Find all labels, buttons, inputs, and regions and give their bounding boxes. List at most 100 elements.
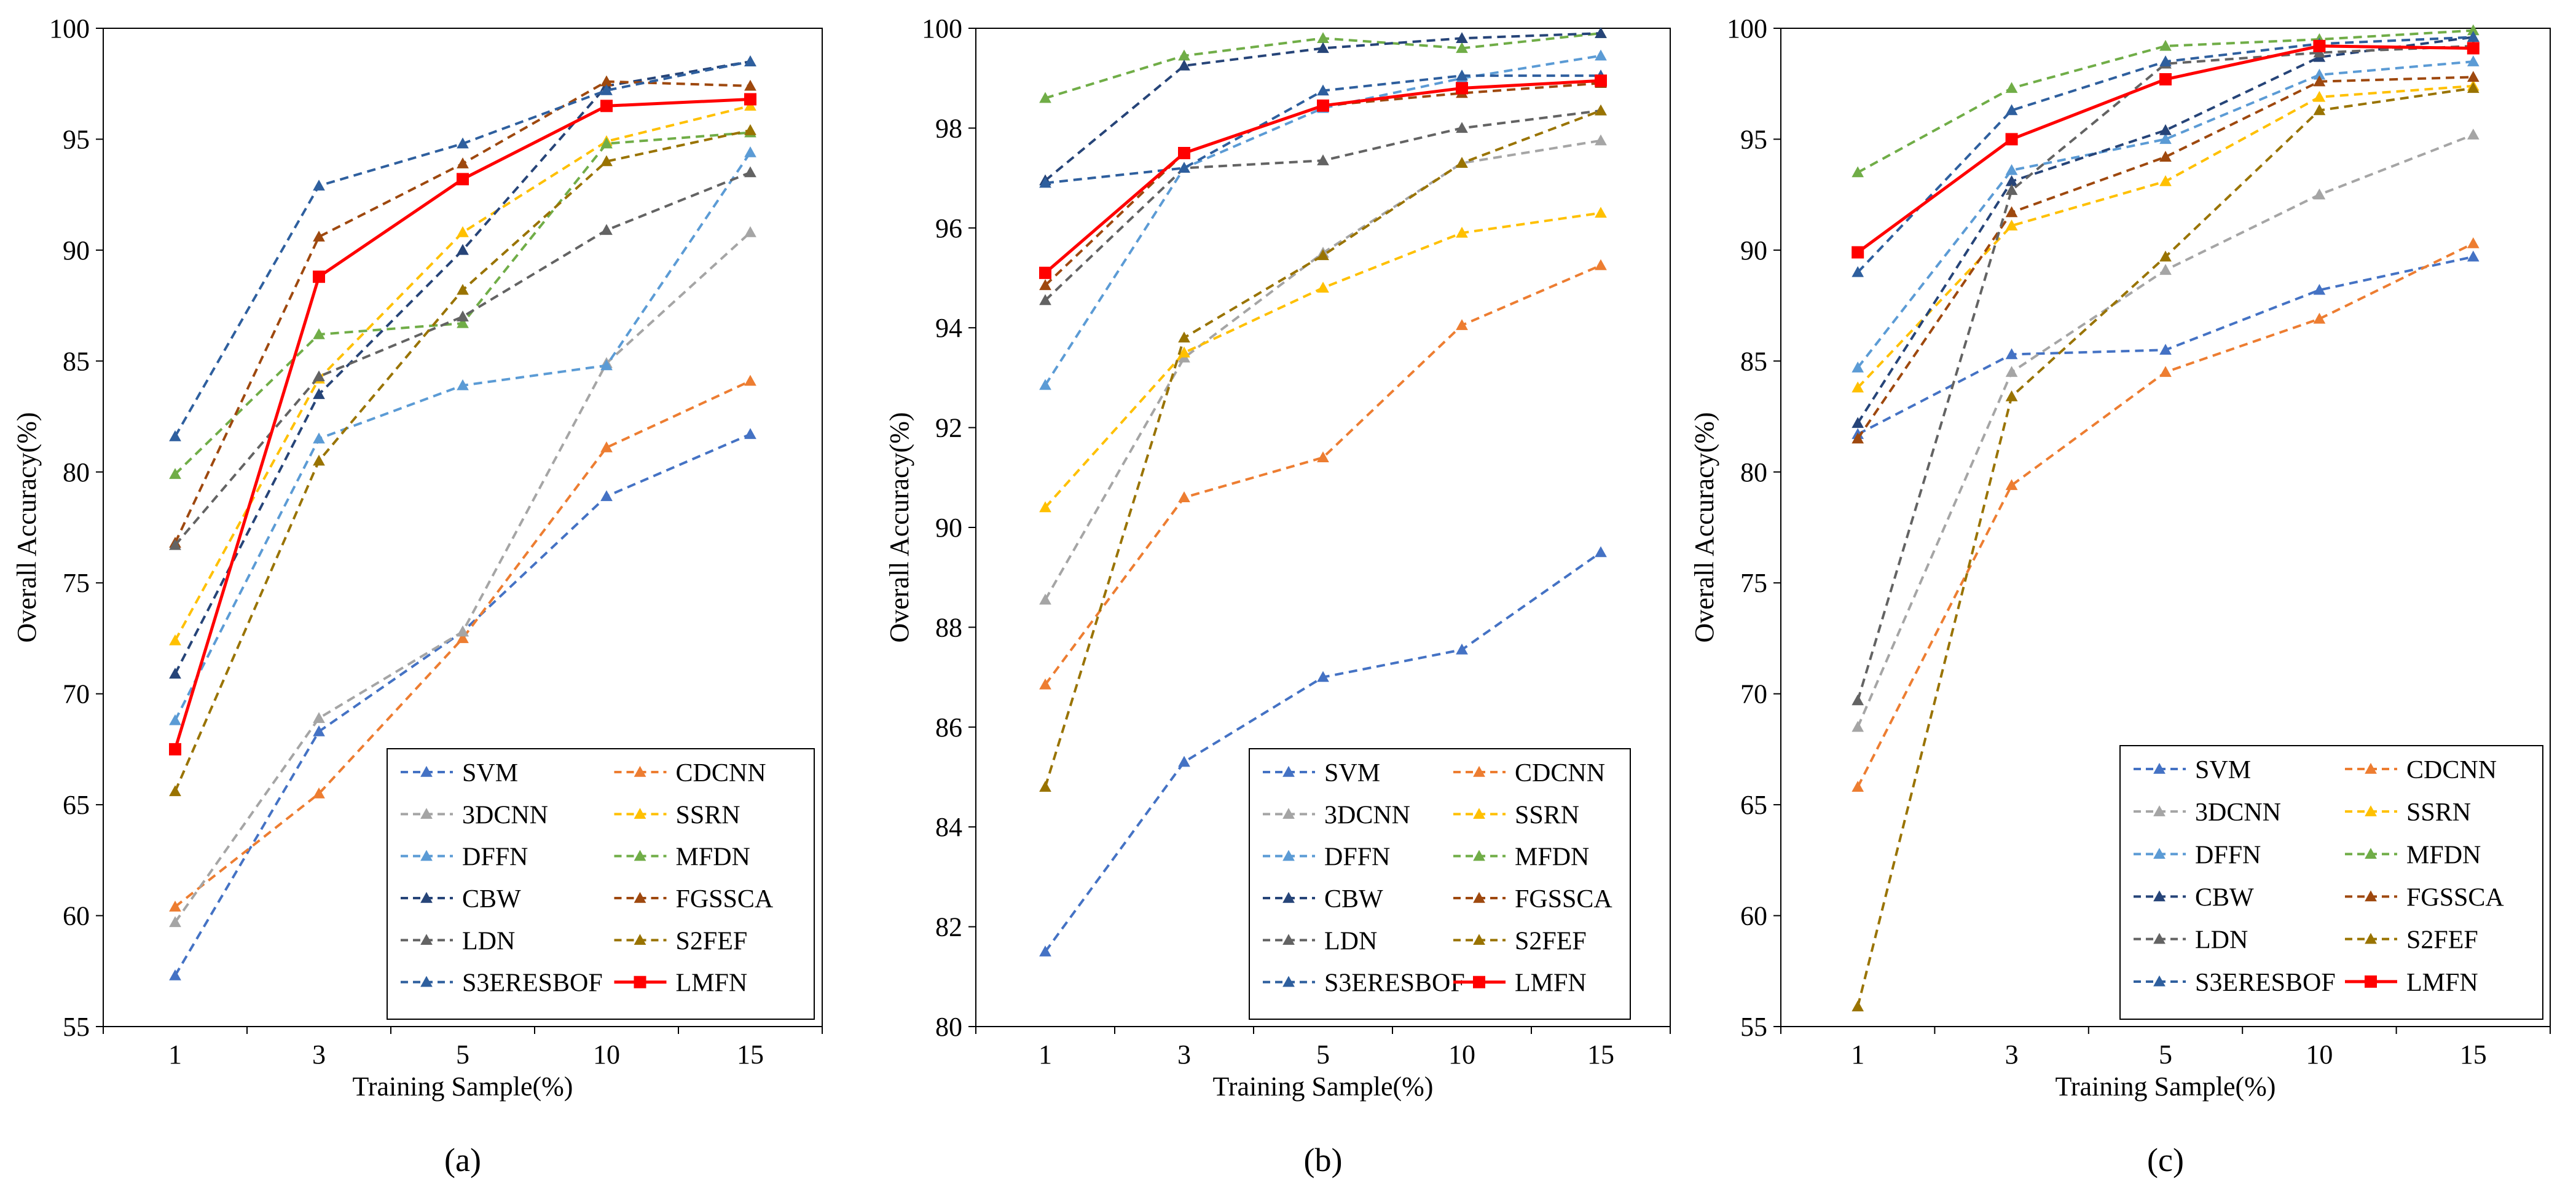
panel-label: (a) <box>444 1142 481 1178</box>
data-point <box>313 454 325 466</box>
y-tick-label: 98 <box>935 113 962 143</box>
x-axis-title: Training Sample(%) <box>2056 1071 2276 1102</box>
y-tick-label: 92 <box>935 413 962 443</box>
legend-item-mfdn: MFDN <box>2345 841 2481 869</box>
x-axis-title: Training Sample(%) <box>353 1071 573 1102</box>
series-line <box>1044 54 1601 386</box>
legend-label: LMFN <box>676 969 748 998</box>
series-lmfn <box>169 93 756 755</box>
legend-label: S2FEF <box>676 927 748 955</box>
data-point <box>313 370 325 382</box>
legend-marker <box>420 976 433 987</box>
data-point <box>2005 104 2018 116</box>
data-point <box>1317 249 1329 261</box>
data-point <box>2467 250 2480 262</box>
y-tick-label: 82 <box>935 912 962 942</box>
legend-label: LMFN <box>2406 969 2478 997</box>
data-point <box>2467 128 2480 140</box>
data-point <box>1852 417 1864 428</box>
legend-box <box>2119 745 2543 1020</box>
y-tick-label: 80 <box>63 457 90 487</box>
data-point <box>1852 720 1864 732</box>
data-point <box>2313 90 2326 102</box>
legend-label: CDCNN <box>1515 759 1605 787</box>
data-point <box>2159 264 2172 275</box>
data-point <box>1039 678 1051 690</box>
data-point <box>1595 134 1607 146</box>
series-lmfn <box>1039 74 1607 279</box>
panel-label: (c) <box>2147 1142 2184 1178</box>
y-tick-label: 85 <box>1740 346 1767 376</box>
chart-panel-2: 80 82 84 86 88 90 92 94 96 98 100 1 3 5 10 15 Training S… <box>884 14 1671 1178</box>
series-3dcnn <box>1852 128 2480 732</box>
legend-item-cbw: CBW <box>401 885 521 913</box>
legend-label: S3ERESBOF <box>2195 969 2336 997</box>
data-point <box>313 328 325 339</box>
data-point <box>169 901 181 912</box>
x-tick-label: 10 <box>2306 1039 2333 1070</box>
data-point <box>2005 348 2018 360</box>
data-point <box>1852 432 1864 444</box>
data-point <box>744 428 756 440</box>
legend-label: SSRN <box>676 801 740 829</box>
series-s2fef <box>1852 82 2480 1012</box>
series-svm <box>1039 546 1607 956</box>
data-point <box>1595 546 1607 558</box>
data-point <box>2467 42 2480 55</box>
data-point <box>2467 71 2480 82</box>
y-tick-label: 95 <box>63 124 90 154</box>
legend-marker <box>634 976 646 988</box>
data-point <box>2005 184 2018 195</box>
legend-label: S2FEF <box>1515 927 1587 955</box>
legend-item-ssrn: SSRN <box>1453 801 1579 829</box>
data-point <box>2005 82 2018 93</box>
data-point <box>169 714 181 725</box>
legend-marker <box>2153 890 2166 902</box>
x-tick-label: 3 <box>312 1039 326 1070</box>
legend-label: MFDN <box>1515 843 1589 872</box>
chart-panel-1: 55 60 65 70 75 80 85 90 95 100 1 3 5 10 15 Training Sam… <box>12 14 823 1178</box>
legend-label: SSRN <box>1515 801 1579 829</box>
data-point <box>744 374 756 386</box>
data-point <box>2159 250 2172 262</box>
series-cdcnn <box>169 374 756 912</box>
legend-marker <box>2153 805 2166 816</box>
legend-marker <box>634 765 646 777</box>
legend-label: SVM <box>2195 756 2251 784</box>
legend-label: SVM <box>462 759 518 787</box>
data-point <box>1852 361 1864 373</box>
legend-marker <box>2153 848 2166 859</box>
legend-item-cdcnn: CDCNN <box>1453 759 1605 787</box>
legend-label: DFFN <box>1324 843 1390 872</box>
data-point <box>1852 266 1864 277</box>
data-point <box>2159 175 2172 186</box>
legend-marker <box>420 765 433 777</box>
legend-item-ldn: LDN <box>2134 926 2248 955</box>
x-tick-label: 1 <box>168 1039 182 1070</box>
legend-label: FGSSCA <box>2406 884 2504 912</box>
y-tick-label: 95 <box>1740 124 1767 154</box>
legend-label: LDN <box>1324 927 1377 955</box>
data-point <box>1039 176 1051 188</box>
y-tick-label: 70 <box>63 679 90 709</box>
legend-item-3dcnn: 3DCNN <box>1263 801 1410 829</box>
data-point <box>1456 643 1468 655</box>
legend-item-fgssca: FGSSCA <box>614 885 774 913</box>
legend-item-dffn: DFFN <box>401 843 528 872</box>
legend-label: 3DCNN <box>1324 801 1410 829</box>
x-tick-label: 15 <box>737 1039 764 1070</box>
series-ssrn <box>1039 207 1607 513</box>
data-point <box>2159 73 2172 86</box>
series-line <box>174 60 751 675</box>
legend-item-s2fef: S2FEF <box>1453 927 1587 955</box>
data-point <box>2313 283 2326 295</box>
data-point <box>744 166 756 178</box>
data-point <box>1852 781 1864 792</box>
data-point <box>1178 755 1190 767</box>
data-point <box>1039 781 1051 792</box>
y-tick-label: 60 <box>63 901 90 931</box>
data-point <box>1595 207 1607 218</box>
legend-marker <box>2365 975 2377 988</box>
y-axis-title: Overall Accuracy(%) <box>884 412 914 642</box>
